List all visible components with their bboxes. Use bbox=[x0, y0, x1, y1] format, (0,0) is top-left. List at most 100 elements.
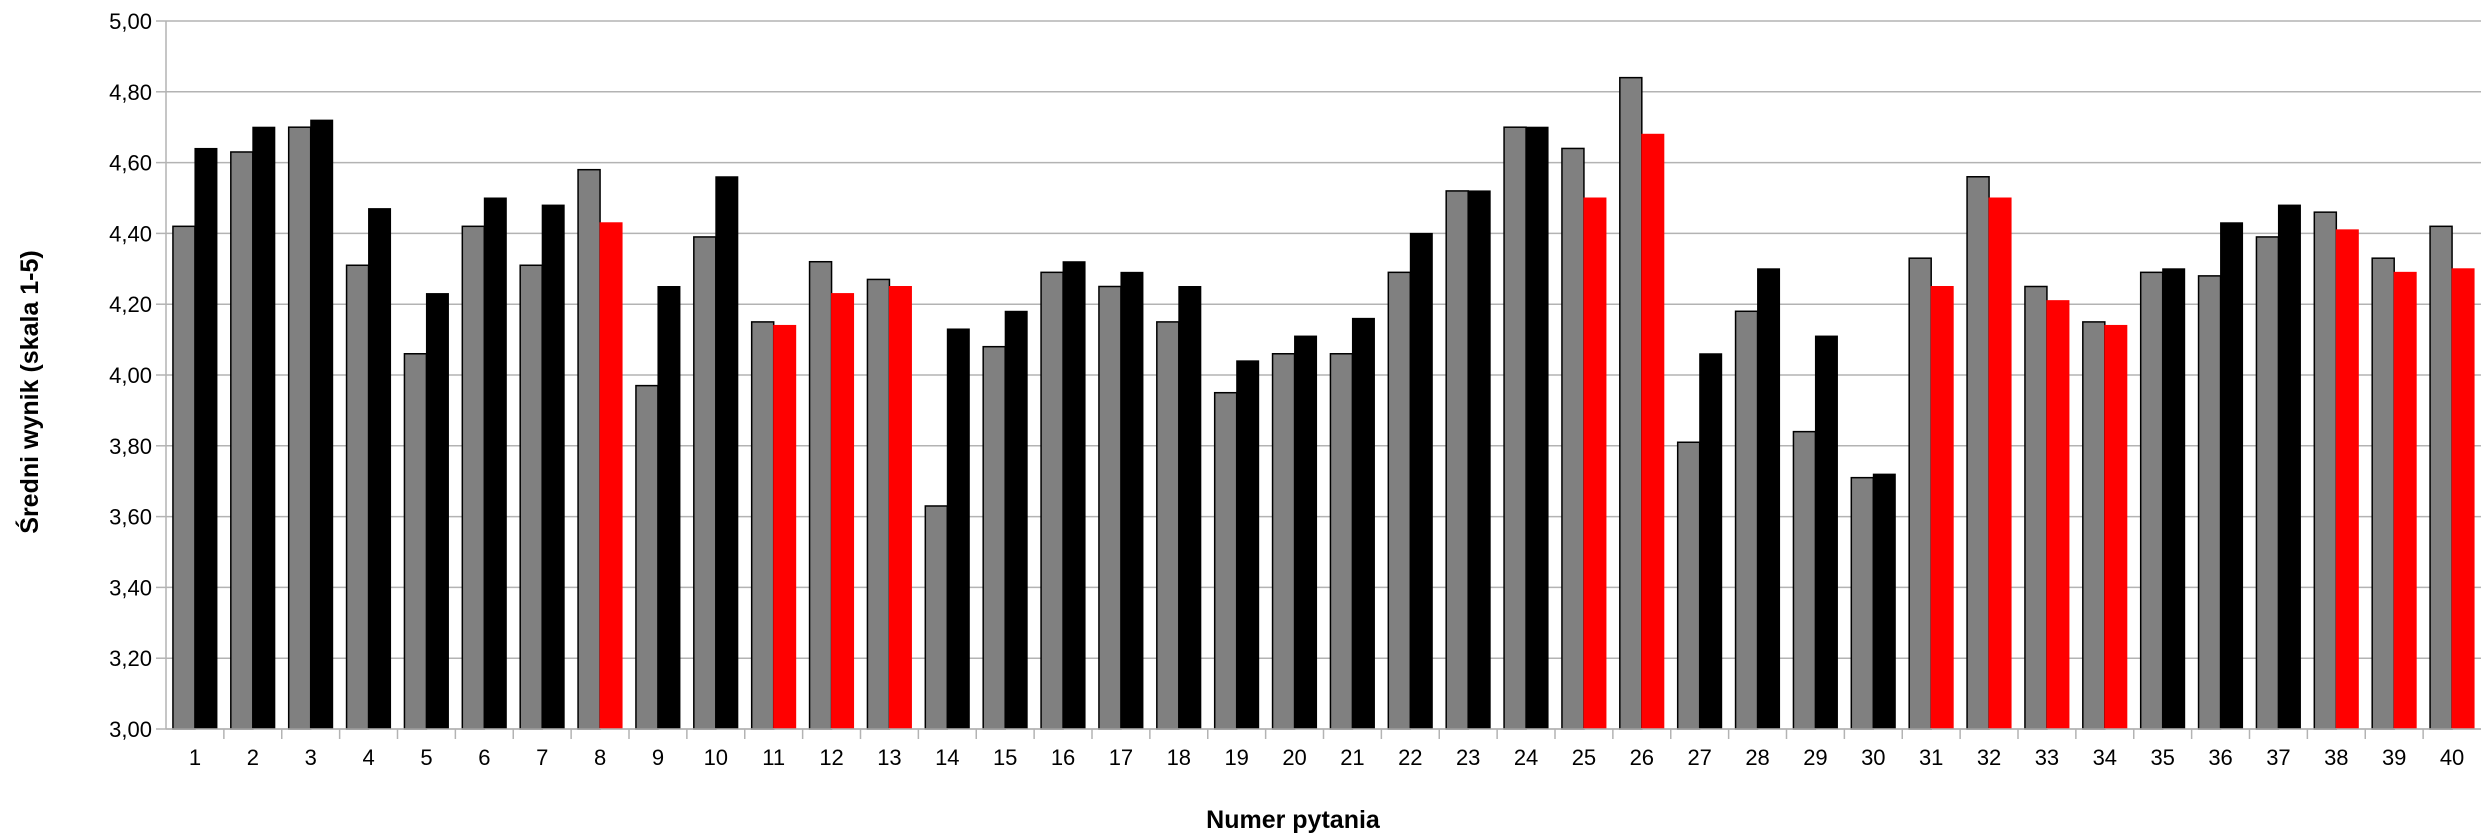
bar-series-2-q19 bbox=[1236, 360, 1260, 730]
x-tick-label: 28 bbox=[1745, 745, 1769, 770]
y-tick-label: 4,20 bbox=[109, 292, 152, 317]
x-tick-labels: 1 2 3 4 5 6 7 8 9 10 11 12 13 14 15 16 17 18 19 20 21 22 23 24 2… bbox=[189, 745, 2464, 770]
bar-series-1-q13 bbox=[866, 278, 891, 730]
bar-series-2-q32 bbox=[1988, 197, 2012, 730]
bar-series-1-q26 bbox=[1619, 76, 1643, 730]
bar-series-2-q25 bbox=[1583, 197, 1607, 730]
bar-series-1-q1 bbox=[172, 225, 196, 730]
bar-series-1-q2 bbox=[230, 151, 254, 730]
y-tick-label: 3,60 bbox=[109, 505, 152, 530]
bars bbox=[172, 76, 2475, 730]
bar-series-2-q7 bbox=[541, 204, 565, 730]
x-tick-label: 5 bbox=[420, 745, 432, 770]
bar-series-2-q23 bbox=[1467, 190, 1491, 730]
bar-series-1-q10 bbox=[693, 236, 717, 730]
bar-series-1-q37 bbox=[2255, 236, 2280, 730]
bar-series-2-q35 bbox=[2162, 268, 2186, 730]
x-tick-label: 35 bbox=[2150, 745, 2174, 770]
x-tick-label: 6 bbox=[478, 745, 490, 770]
bar-series-2-q29 bbox=[1814, 335, 1838, 730]
x-tick-label: 34 bbox=[2093, 745, 2117, 770]
bar-series-2-q14 bbox=[946, 328, 970, 730]
bar-series-1-q31 bbox=[1908, 257, 1932, 730]
bar-series-2-q13 bbox=[888, 286, 912, 730]
bar-series-1-q21 bbox=[1329, 353, 1354, 730]
y-tick-labels: 3,00 3,20 3,40 3,60 3,80 4,00 4,20 4,40 4,60 4,80… bbox=[109, 9, 152, 742]
bar-series-1-q5 bbox=[403, 353, 428, 730]
bar-series-2-q34 bbox=[2104, 324, 2128, 730]
bar-series-1-q34 bbox=[2082, 321, 2106, 730]
bar-series-1-q9 bbox=[635, 384, 659, 730]
bar-series-1-q8 bbox=[577, 168, 601, 730]
bar-series-1-q30 bbox=[1850, 476, 1875, 730]
bar-series-1-q15 bbox=[982, 345, 1006, 730]
bar-series-1-q7 bbox=[519, 264, 543, 730]
bar-series-1-q3 bbox=[287, 126, 312, 730]
x-tick-label: 7 bbox=[536, 745, 548, 770]
bar-series-2-q4 bbox=[368, 208, 392, 730]
bar-series-1-q24 bbox=[1503, 126, 1527, 730]
y-tick-label: 3,20 bbox=[109, 646, 152, 671]
bar-series-2-q28 bbox=[1757, 268, 1781, 730]
gridlines bbox=[166, 20, 2481, 730]
bar-series-1-q17 bbox=[1098, 285, 1122, 730]
x-tick-label: 2 bbox=[247, 745, 259, 770]
bar-series-2-q38 bbox=[2335, 229, 2359, 730]
y-tick-label: 3,40 bbox=[109, 575, 152, 600]
bar-series-1-q38 bbox=[2313, 211, 2338, 730]
x-tick-label: 29 bbox=[1803, 745, 1827, 770]
y-tick-label: 5,00 bbox=[109, 9, 152, 34]
bar-series-1-q6 bbox=[461, 225, 486, 730]
bar-series-1-q14 bbox=[924, 505, 949, 730]
bar-series-1-q11 bbox=[750, 321, 775, 730]
bar-series-2-q9 bbox=[657, 286, 681, 730]
x-tick-label: 38 bbox=[2324, 745, 2348, 770]
axes bbox=[156, 20, 2481, 739]
bar-series-1-q16 bbox=[1040, 271, 1064, 730]
bar-series-2-q30 bbox=[1872, 473, 1896, 730]
x-tick-label: 39 bbox=[2382, 745, 2406, 770]
bar-series-2-q26 bbox=[1641, 133, 1665, 730]
y-axis-title: Średni wynik (skala 1-5) bbox=[14, 250, 44, 533]
y-tick-label: 4,80 bbox=[109, 80, 152, 105]
bar-series-1-q4 bbox=[345, 264, 370, 730]
x-axis-title: Numer pytania bbox=[1206, 806, 1381, 834]
bar-series-1-q28 bbox=[1734, 310, 1759, 730]
bar-series-1-q19 bbox=[1213, 391, 1238, 730]
bar-series-2-q33 bbox=[2046, 300, 2070, 730]
bar-series-1-q39 bbox=[2371, 257, 2395, 730]
bar-series-2-q40 bbox=[2451, 268, 2475, 730]
x-tick-label: 24 bbox=[1514, 745, 1538, 770]
y-tick-label: 4,00 bbox=[109, 363, 152, 388]
x-tick-label: 40 bbox=[2440, 745, 2464, 770]
bar-series-1-q22 bbox=[1387, 271, 1412, 730]
x-tick-label: 18 bbox=[1167, 745, 1191, 770]
x-tick-label: 22 bbox=[1398, 745, 1422, 770]
bar-series-1-q27 bbox=[1676, 441, 1701, 730]
bar-series-2-q36 bbox=[2220, 222, 2244, 730]
x-tick-label: 10 bbox=[704, 745, 728, 770]
bar-series-1-q32 bbox=[1966, 176, 1990, 730]
bar-series-2-q10 bbox=[715, 176, 739, 730]
x-tick-label: 36 bbox=[2208, 745, 2232, 770]
x-tick-label: 33 bbox=[2035, 745, 2059, 770]
bar-series-2-q17 bbox=[1120, 271, 1144, 730]
x-tick-label: 3 bbox=[305, 745, 317, 770]
bar-series-2-q21 bbox=[1351, 317, 1375, 730]
x-tick-label: 17 bbox=[1109, 745, 1133, 770]
bar-series-2-q22 bbox=[1409, 232, 1433, 730]
x-tick-label: 4 bbox=[362, 745, 374, 770]
bar-series-1-q23 bbox=[1445, 190, 1469, 730]
bar-series-1-q25 bbox=[1561, 147, 1585, 730]
bar-series-2-q3 bbox=[310, 119, 334, 730]
x-tick-label: 15 bbox=[993, 745, 1017, 770]
bar-series-2-q27 bbox=[1699, 353, 1723, 730]
bar-series-2-q15 bbox=[1004, 310, 1028, 730]
x-tick-label: 23 bbox=[1456, 745, 1480, 770]
bar-series-1-q33 bbox=[2024, 285, 2048, 730]
y-tick-label: 4,60 bbox=[109, 151, 152, 176]
x-tick-label: 12 bbox=[819, 745, 843, 770]
x-tick-label: 26 bbox=[1630, 745, 1654, 770]
bar-series-2-q37 bbox=[2277, 204, 2301, 730]
